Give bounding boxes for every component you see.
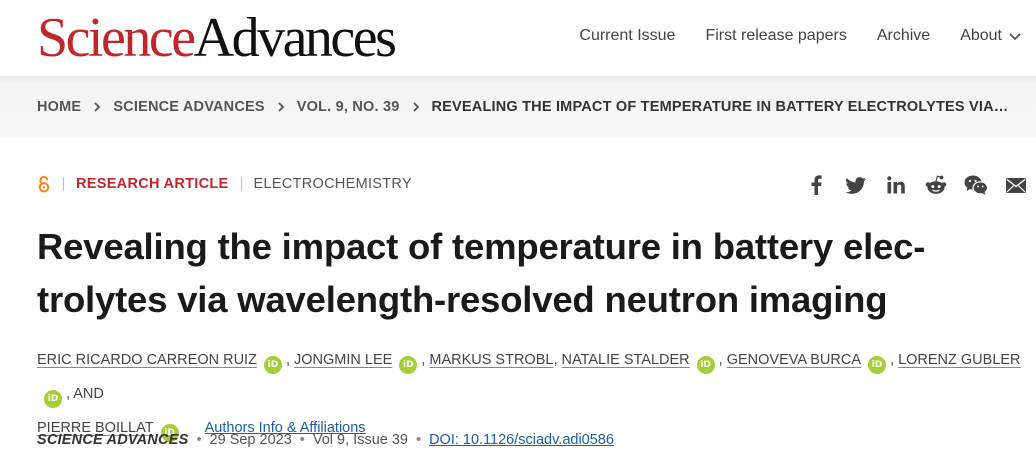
- author-separator: ,: [718, 352, 723, 368]
- article-subject[interactable]: ELECTROCHEMISTRY: [253, 176, 412, 192]
- logo-advances: Advances: [193, 7, 397, 69]
- nav-archive[interactable]: Archive: [876, 27, 931, 44]
- author-and: AND: [73, 386, 104, 402]
- author-separator: ,: [553, 352, 558, 368]
- twitter-icon[interactable]: [836, 174, 876, 196]
- author-name[interactable]: NATALIE STALDER: [561, 352, 690, 368]
- author-name[interactable]: GENOVEVA BURCA: [726, 352, 861, 368]
- author-name[interactable]: LORENZ GUBLER: [898, 352, 1021, 368]
- separator-dot: •: [196, 432, 202, 448]
- breadcrumb-bar: HOME SCIENCE ADVANCES VOL. 9, NO. 39 REV…: [0, 76, 1036, 138]
- site-header: ScienceAdvances Current Issue First rele…: [0, 0, 1036, 76]
- author-separator: ,: [421, 352, 426, 368]
- orcid-icon[interactable]: iD: [160, 424, 179, 442]
- volume-issue[interactable]: Vol 9, Issue 39: [312, 432, 408, 448]
- doi-link[interactable]: DOI: 10.1126/sciadv.adi0586: [429, 432, 614, 448]
- chevron-down-icon: [1009, 33, 1021, 41]
- separator-dot: •: [415, 432, 422, 448]
- author-list: ERIC RICARDO CARREON RUIZ iD, JONGMIN LEE…: [37, 343, 1032, 445]
- publication-date: 29 Sep 2023: [209, 432, 292, 448]
- chevron-right-icon: [94, 102, 101, 112]
- divider: [240, 177, 242, 191]
- main-nav: Current Issue First release papers Archi…: [564, 26, 1022, 46]
- orcid-icon[interactable]: iD: [44, 390, 62, 408]
- nav-first-release-papers[interactable]: First release papers: [705, 27, 847, 44]
- article-type-row: RESEARCH ARTICLE ELECTROCHEMISTRY: [37, 175, 412, 193]
- author-name[interactable]: JONGMIN LEE: [294, 352, 393, 368]
- separator-dot: •: [299, 432, 305, 448]
- breadcrumb: HOME SCIENCE ADVANCES VOL. 9, NO. 39 REV…: [37, 99, 1009, 115]
- publication-info: SCIENCE ADVANCES • 29 Sep 2023 • Vol 9, Issu…: [37, 432, 614, 448]
- orcid-icon[interactable]: iD: [868, 356, 886, 374]
- linkedin-icon[interactable]: [876, 174, 916, 196]
- email-icon[interactable]: [996, 174, 1036, 196]
- author-name[interactable]: MARKUS STROBL: [429, 352, 554, 368]
- article-type: RESEARCH ARTICLE: [76, 176, 229, 192]
- orcid-icon[interactable]: iD: [399, 356, 418, 374]
- author-separator: ,: [66, 386, 71, 402]
- nav-about[interactable]: About: [945, 26, 1022, 46]
- breadcrumb-home[interactable]: HOME: [37, 99, 82, 115]
- journal-name[interactable]: SCIENCE ADVANCES: [37, 432, 189, 448]
- breadcrumb-science-advances[interactable]: SCIENCE ADVANCES: [113, 99, 265, 115]
- breadcrumb-current-article: REVEALING THE IMPACT OF TEMPERATURE IN B…: [431, 99, 1009, 115]
- breadcrumb-volume[interactable]: VOL. 9, NO. 39: [296, 99, 400, 115]
- reddit-icon[interactable]: [916, 174, 956, 196]
- logo-science: Science: [37, 7, 196, 69]
- author-name[interactable]: PIERRE BOILLAT: [37, 420, 154, 436]
- wechat-icon[interactable]: [956, 174, 996, 196]
- author-separator: ,: [285, 352, 290, 368]
- authors-info-affiliations-link[interactable]: Authors Info & Affiliations: [204, 420, 366, 436]
- chevron-right-icon: [412, 102, 419, 112]
- share-bar: [796, 174, 1036, 196]
- article-title: Revealing the impact of temperature in b…: [37, 226, 926, 320]
- facebook-icon[interactable]: [796, 174, 836, 196]
- nav-about-label: About: [960, 27, 1002, 44]
- author-name[interactable]: ERIC RICARDO CARREON RUIZ: [37, 352, 257, 368]
- chevron-right-icon: [278, 102, 285, 112]
- divider: [63, 177, 64, 191]
- author-separator: ,: [890, 352, 895, 368]
- site-logo[interactable]: ScienceAdvances: [37, 7, 397, 69]
- orcid-icon[interactable]: iD: [696, 356, 715, 374]
- open-access-icon: [38, 175, 50, 193]
- nav-current-issue[interactable]: Current Issue: [579, 27, 676, 44]
- orcid-icon[interactable]: iD: [263, 356, 282, 374]
